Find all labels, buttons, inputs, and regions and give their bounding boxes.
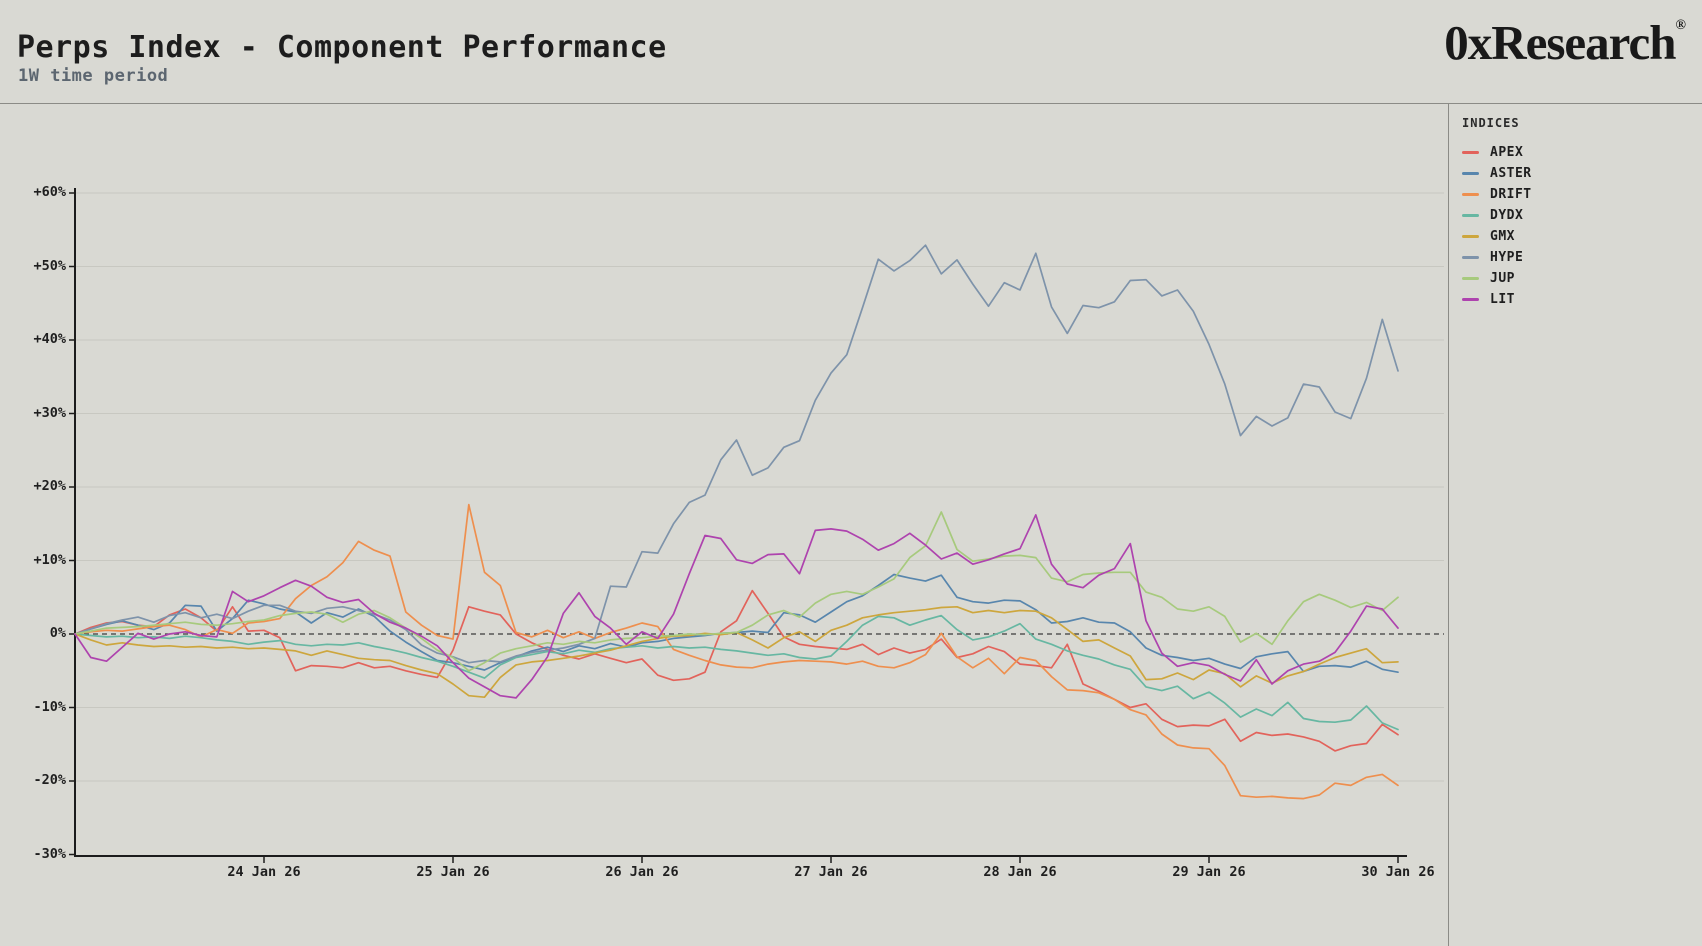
series-line-ASTER[interactable] (74, 573, 1399, 674)
legend-swatch-icon (1462, 172, 1479, 175)
legend-item-HYPE[interactable]: HYPE (1462, 247, 1692, 268)
legend-item-label: GMX (1490, 229, 1515, 244)
oxresearch-logo: 0xResearch® (1444, 14, 1686, 71)
legend-title: INDICES (1462, 116, 1520, 130)
legend-item-label: LIT (1490, 292, 1515, 307)
y-axis-tick-label: +20% (33, 478, 66, 494)
time-period-subtitle: 1W time period (18, 66, 169, 86)
x-axis-tick-label: 29 Jan 26 (1172, 864, 1246, 880)
series-line-DYDX[interactable] (74, 614, 1399, 731)
legend-swatch-icon (1462, 151, 1479, 154)
series-line-HYPE[interactable] (74, 244, 1399, 664)
legend-item-DYDX[interactable]: DYDX (1462, 205, 1692, 226)
legend-swatch-icon (1462, 277, 1479, 280)
series-line-APEX[interactable] (74, 589, 1399, 752)
y-axis-tick-label: -20% (33, 772, 66, 788)
x-axis-tick-label: 30 Jan 26 (1361, 864, 1435, 880)
legend-swatch-icon (1462, 256, 1479, 259)
x-axis-tick-label: 26 Jan 26 (605, 864, 679, 880)
legend-item-APEX[interactable]: APEX (1462, 142, 1692, 163)
header-divider (0, 103, 1702, 104)
page-title: Perps Index - Component Performance (17, 30, 667, 65)
legend-swatch-icon (1462, 235, 1479, 238)
legend-items: APEX ASTER DRIFT DYDX GMX HYPE JUP LIT (1462, 142, 1692, 310)
y-axis-tick-label: -10% (33, 698, 66, 715)
legend-item-LIT[interactable]: LIT (1462, 289, 1692, 310)
y-axis-tick-label: +30% (33, 404, 66, 421)
x-axis-tick-label: 27 Jan 26 (794, 864, 868, 880)
y-axis-tick-label: +50% (33, 257, 66, 274)
legend-item-ASTER[interactable]: ASTER (1462, 163, 1692, 184)
series-line-LIT[interactable] (74, 514, 1399, 699)
legend-item-JUP[interactable]: JUP (1462, 268, 1692, 289)
logo-text: 0xResearch (1444, 15, 1676, 70)
series-line-JUP[interactable] (74, 511, 1399, 672)
legend-panel: INDICES APEX ASTER DRIFT DYDX GMX HYPE JUP LIT (1462, 116, 1692, 310)
y-axis-tick-label: +60% (33, 184, 66, 200)
legend-item-label: JUP (1490, 271, 1515, 286)
registered-trademark-icon: ® (1675, 18, 1686, 33)
legend-swatch-icon (1462, 298, 1479, 301)
y-axis-tick-label: +40% (33, 331, 66, 347)
y-axis-tick-label: 0% (49, 625, 66, 641)
legend-swatch-icon (1462, 214, 1479, 217)
legend-item-GMX[interactable]: GMX (1462, 226, 1692, 247)
legend-swatch-icon (1462, 193, 1479, 196)
series-line-DRIFT[interactable] (74, 503, 1399, 800)
legend-item-label: DYDX (1490, 208, 1524, 223)
x-axis-tick-label: 28 Jan 26 (983, 864, 1057, 880)
legend-item-DRIFT[interactable]: DRIFT (1462, 184, 1692, 205)
legend-divider (1448, 103, 1449, 946)
legend-item-label: ASTER (1490, 166, 1532, 181)
legend-item-label: APEX (1490, 145, 1524, 160)
x-axis-tick-label: 25 Jan 26 (416, 864, 490, 880)
legend-item-label: HYPE (1490, 250, 1524, 265)
x-axis-tick-label: 24 Jan 26 (227, 864, 301, 880)
legend-item-label: DRIFT (1490, 187, 1532, 202)
y-axis-tick-label: +10% (33, 551, 66, 568)
y-axis-tick-label: -30% (33, 845, 66, 862)
